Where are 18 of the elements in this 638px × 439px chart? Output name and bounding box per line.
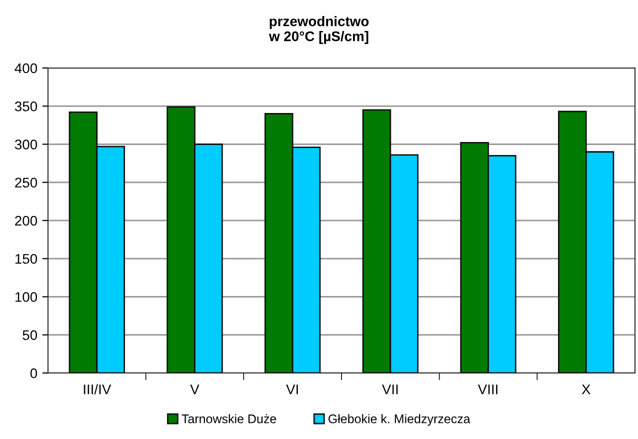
y-tick-label: 150 — [15, 254, 38, 264]
y-tick-label: 100 — [15, 292, 38, 302]
x-tick-label: VIII — [478, 384, 498, 394]
legend-label: Głebokie k. Miedzyrzecza — [328, 414, 470, 426]
y-tick-label: 0 — [30, 368, 38, 378]
x-tick-label: VII — [382, 384, 398, 394]
x-tick-label: V — [190, 384, 200, 394]
y-tick-label: 200 — [15, 216, 38, 226]
y-tick-label: 400 — [14, 63, 38, 74]
chart-title: przewodnictwo w 20°C [µS/cm] — [268, 16, 369, 44]
y-tick-label: 50 — [22, 330, 38, 340]
legend-label: Tarnowskie Duże — [182, 414, 276, 424]
y-tick-label: 350 — [14, 101, 38, 112]
y-tick-label: 300 — [14, 140, 38, 150]
x-tick-label: VI — [286, 384, 298, 394]
x-tick-label: X — [582, 384, 590, 394]
x-tick-label: III/IV — [84, 384, 112, 394]
y-tick-label: 250 — [15, 178, 38, 188]
